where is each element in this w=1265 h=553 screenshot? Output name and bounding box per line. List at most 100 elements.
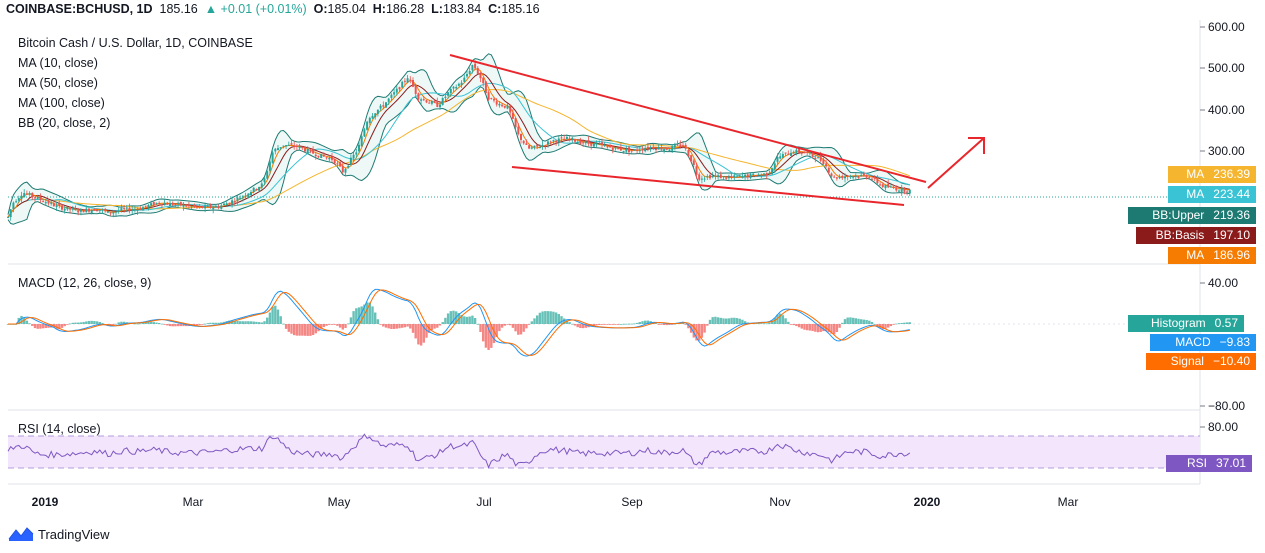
histogram-bar	[441, 322, 444, 324]
candle-body	[163, 203, 166, 206]
histogram-bar	[374, 312, 377, 324]
lower-trendline[interactable]	[511, 166, 905, 206]
high-label: H:	[372, 2, 386, 16]
histogram-bar	[255, 321, 258, 324]
candle-body	[665, 147, 668, 150]
candle-body	[358, 144, 360, 152]
candle-body	[808, 152, 811, 154]
candle-body	[860, 174, 863, 176]
histogram-bar	[576, 324, 579, 328]
histogram-bar	[392, 324, 396, 329]
tradingview-logo[interactable]: TradingView	[8, 526, 110, 542]
candle-body	[622, 150, 625, 152]
breakout-arrow[interactable]	[927, 137, 985, 189]
candle-body	[746, 174, 749, 178]
histogram-bar	[757, 323, 760, 325]
histogram-bar	[635, 322, 639, 324]
candle-body	[117, 210, 120, 212]
histogram-bar	[233, 320, 236, 324]
histogram-bar	[490, 324, 493, 348]
candle-body	[360, 136, 363, 147]
macd-histogram	[6, 302, 911, 350]
histogram-bar	[384, 324, 388, 328]
candle-body	[752, 173, 755, 175]
main-legend: Bitcoin Cash / U.S. Dollar, 1D, COINBASE…	[18, 33, 253, 133]
candle-body	[263, 178, 266, 183]
candle-body	[204, 205, 207, 209]
candle-body	[196, 206, 198, 208]
candle-body	[395, 88, 398, 93]
legend-ma100[interactable]: MA (100, close)	[18, 96, 105, 110]
candle-body	[606, 146, 609, 148]
candle-body	[290, 143, 293, 145]
legend-title[interactable]: Bitcoin Cash / U.S. Dollar, 1D, COINBASE	[18, 36, 253, 50]
legend-rsi[interactable]: RSI (14, close)	[18, 422, 101, 436]
legend-bb[interactable]: BB (20, close, 2)	[18, 116, 111, 130]
histogram-bar	[20, 315, 23, 324]
histogram-bar	[206, 323, 209, 324]
tag-value: −9.83	[1219, 335, 1250, 349]
histogram-bar	[598, 324, 601, 325]
candle-body	[233, 201, 236, 203]
histogram-bar	[765, 323, 768, 325]
histogram-bar	[827, 324, 830, 333]
macd-lines	[8, 288, 910, 357]
histogram-bar	[522, 324, 525, 332]
candle-body	[892, 186, 895, 189]
tag-macd: MACD −9.83	[1150, 334, 1256, 351]
candle-body	[125, 207, 128, 209]
candle-body	[798, 148, 801, 153]
candle-body	[179, 201, 182, 206]
time-axis-label: Mar	[1057, 495, 1079, 509]
histogram-bar	[193, 324, 196, 326]
candle-body	[557, 138, 560, 143]
histogram-bar	[797, 324, 801, 328]
candle-body	[584, 141, 587, 144]
histogram-bar	[325, 324, 328, 326]
legend-ma50[interactable]: MA (50, close)	[18, 76, 98, 90]
candle-body	[287, 144, 290, 146]
histogram-bar	[638, 322, 641, 324]
histogram-bar	[174, 324, 177, 327]
tag-value: 219.36	[1213, 208, 1250, 222]
candle-body	[641, 149, 644, 151]
histogram-bar	[50, 324, 53, 328]
upper-trendline[interactable]	[449, 54, 927, 183]
candle-body	[555, 140, 558, 143]
candle-body	[800, 152, 803, 154]
candle-body	[908, 189, 911, 194]
low-value: 183.84	[442, 2, 482, 16]
histogram-bar	[706, 324, 709, 326]
histogram-bar	[133, 323, 137, 325]
histogram-bar	[98, 322, 101, 324]
candle-body	[862, 173, 865, 176]
candle-body	[495, 101, 498, 105]
histogram-bar	[295, 324, 299, 336]
candle-body	[709, 175, 711, 179]
candle-body	[906, 191, 909, 193]
rsi-axis-label: 80.00	[1208, 420, 1239, 434]
histogram-bar	[93, 321, 96, 324]
candle-body	[444, 96, 447, 98]
candle-body	[722, 176, 725, 178]
candle-body	[765, 172, 768, 176]
histogram-bar	[322, 324, 326, 328]
candle-body	[136, 209, 139, 211]
legend-ma10[interactable]: MA (10, close)	[18, 56, 98, 70]
candle-body	[44, 202, 47, 204]
histogram-bar	[360, 306, 363, 324]
candle-body	[112, 212, 115, 214]
legend-macd[interactable]: MACD (12, 26, close, 9)	[18, 276, 152, 290]
candle-body	[852, 176, 855, 178]
symbol-name[interactable]: COINBASE:BCHUSD, 1D	[6, 2, 153, 16]
histogram-bar	[849, 317, 852, 324]
candle-body	[733, 175, 736, 178]
macd-axis-label: 40.00	[1208, 276, 1239, 290]
histogram-bar	[401, 324, 404, 328]
histogram-bar	[122, 321, 126, 324]
histogram-bar	[209, 322, 212, 324]
histogram-bar	[889, 324, 893, 327]
histogram-bar	[252, 321, 255, 324]
histogram-bar	[536, 315, 539, 324]
